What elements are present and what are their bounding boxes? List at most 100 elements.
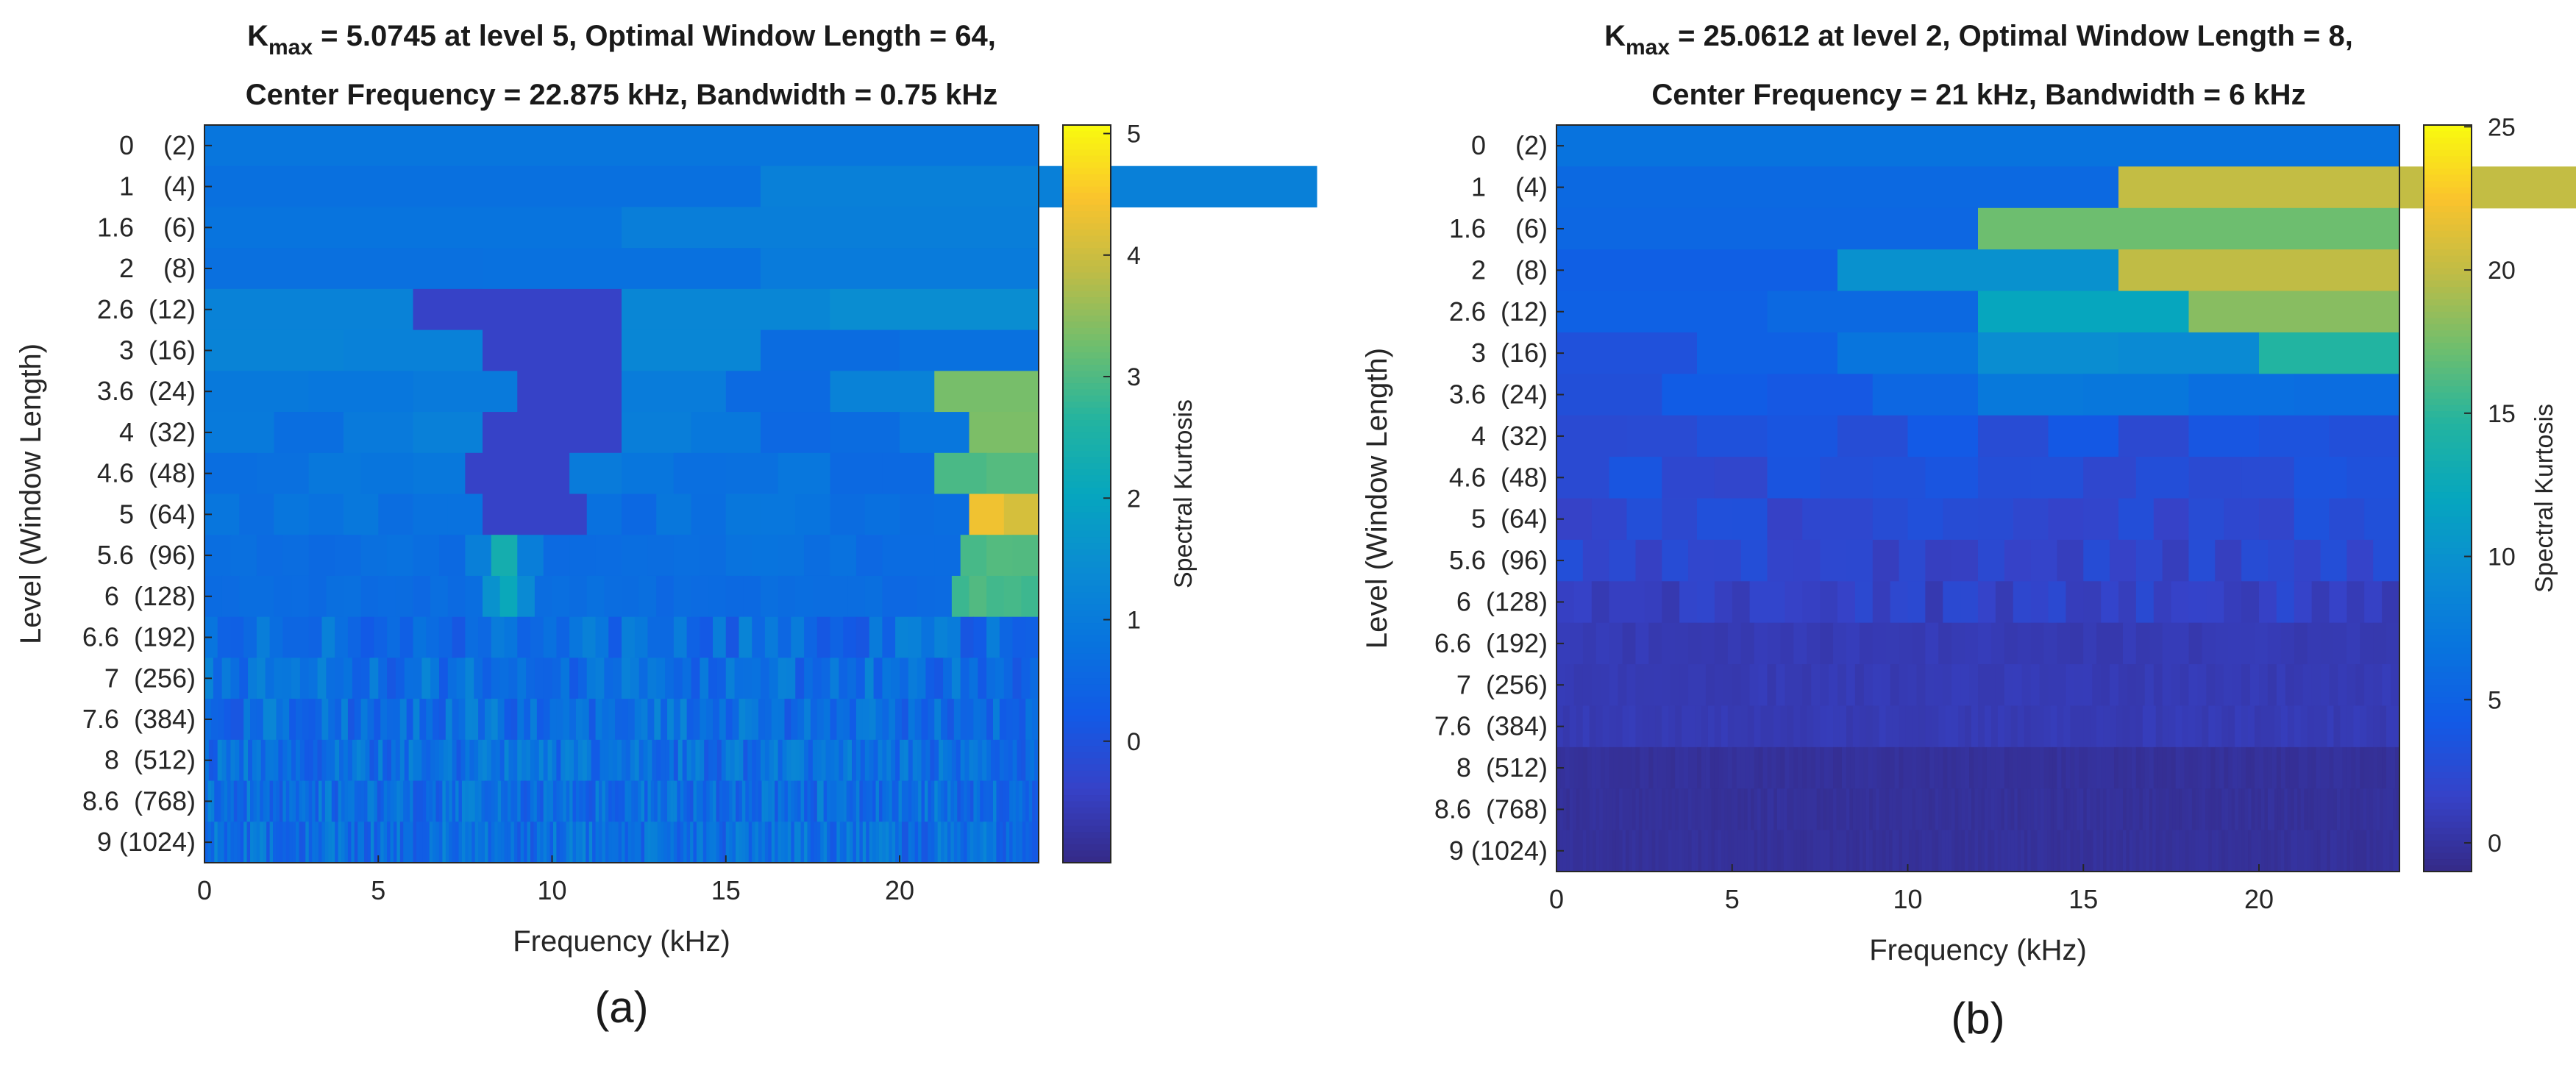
heatmap-cell (2037, 830, 2041, 872)
heatmap-cell (312, 822, 316, 863)
heatmap-cell (2294, 498, 2330, 541)
heatmap-cell (305, 822, 310, 863)
heatmap-cell (204, 207, 622, 249)
heatmap-cell (1843, 830, 1847, 872)
heatmap-cell (1754, 830, 1758, 872)
heatmap-cell (1965, 830, 1969, 872)
heatmap-cell (481, 822, 485, 863)
heatmap-cell (1894, 747, 1900, 789)
heatmap-cell (1925, 664, 1935, 707)
heatmap-cell (683, 780, 688, 822)
heatmap-cell (1721, 788, 1725, 831)
colorbar-swatch (2424, 822, 2472, 829)
heatmap-cell (647, 822, 652, 863)
heatmap-cell (302, 822, 306, 863)
heatmap-cell (1688, 705, 1696, 748)
heatmap-cell (1022, 822, 1026, 863)
heatmap-cell (460, 739, 466, 782)
heatmap-cell (1714, 457, 1768, 499)
heatmap-cell (494, 822, 499, 863)
heatmap-cell (595, 535, 622, 577)
colorbar-tick-label: 3 (1127, 363, 1141, 391)
heatmap-cell (285, 822, 290, 863)
heatmap-cell (661, 739, 666, 782)
heatmap-cell (308, 452, 362, 495)
heatmap-cell (967, 780, 971, 822)
heatmap-cell (657, 780, 661, 822)
heatmap-cell (967, 699, 975, 741)
heatmap-cell (230, 780, 235, 822)
heatmap-cell (1562, 705, 1570, 748)
heatmap-cell (1974, 788, 1979, 831)
heatmap-cell (1968, 788, 1972, 831)
heatmap-cell (862, 699, 870, 741)
colorbar-swatch (2424, 268, 2472, 275)
heatmap-cell (2356, 788, 2360, 831)
heatmap-cell (367, 822, 371, 863)
heatmap-cell (898, 822, 903, 863)
heatmap-cell (2188, 830, 2193, 872)
heatmap-cell (1635, 747, 1641, 789)
heatmap-cell (530, 699, 538, 741)
colorbar-swatch (2424, 610, 2472, 618)
heatmap-cell (2333, 830, 2338, 872)
heatmap-cell (1012, 658, 1022, 699)
heatmap-cell (1889, 830, 1893, 872)
colorbar-swatch (2424, 455, 2472, 462)
heatmap-cell (1807, 830, 1811, 872)
heatmap-cell (964, 739, 970, 782)
heatmap-cell (1723, 664, 1733, 707)
heatmap-cell (483, 739, 488, 782)
heatmap-cell (2224, 664, 2233, 707)
heatmap-cell (691, 739, 697, 782)
heatmap-cell (839, 780, 844, 822)
heatmap-cell (1823, 830, 1827, 872)
heatmap-cell (1815, 747, 1821, 789)
heatmap-cell (233, 780, 238, 822)
heatmap-cell (812, 658, 822, 699)
heatmap-cell (1697, 581, 1715, 624)
heatmap-cell (269, 822, 274, 863)
heatmap-cell (761, 575, 779, 618)
heatmap-cell (702, 780, 707, 822)
heatmap-cell (853, 780, 857, 822)
heatmap-cell (1582, 705, 1590, 748)
heatmap-cell (2346, 539, 2374, 582)
heatmap-cell (426, 780, 430, 822)
heatmap-cell (2320, 664, 2330, 707)
heatmap-cell (296, 699, 303, 741)
heatmap-cell (330, 739, 335, 782)
heatmap-cell (622, 658, 631, 699)
heatmap-cell (2050, 788, 2054, 831)
heatmap-cell (491, 822, 495, 863)
heatmap-cell (2175, 705, 2183, 748)
heatmap-cell (2294, 457, 2347, 499)
heatmap-cell (622, 616, 636, 658)
colorbar-swatch (2424, 435, 2472, 443)
colorbar-swatch (2424, 554, 2472, 561)
heatmap-cell (1932, 705, 1939, 748)
heatmap-cell (1642, 788, 1646, 831)
heatmap-cell (2162, 539, 2190, 582)
heatmap-cell (367, 780, 371, 822)
heatmap-cell (1724, 830, 1729, 872)
heatmap-cell (741, 822, 746, 863)
heatmap-cell (1589, 788, 1593, 831)
y-tick-label: 2.6 (12) (97, 294, 196, 324)
colorbar-swatch (1063, 518, 1111, 526)
heatmap-cell (2126, 830, 2130, 872)
colorbar-swatch (1063, 770, 1111, 777)
heatmap-cell (2135, 539, 2163, 582)
colorbar-swatch (2424, 635, 2472, 642)
heatmap-cell (1990, 705, 1999, 748)
heatmap-cell (2118, 581, 2137, 624)
heatmap-cell (872, 822, 877, 863)
colorbar-swatch (1063, 389, 1111, 396)
colorbar-swatch (1063, 783, 1111, 790)
heatmap-cell (1556, 291, 1768, 333)
heatmap-cell (912, 739, 918, 782)
heatmap-cell (1773, 830, 1778, 872)
heatmap-cell (1698, 830, 1702, 872)
heatmap-cell (227, 780, 232, 822)
heatmap-cell (2010, 788, 2015, 831)
